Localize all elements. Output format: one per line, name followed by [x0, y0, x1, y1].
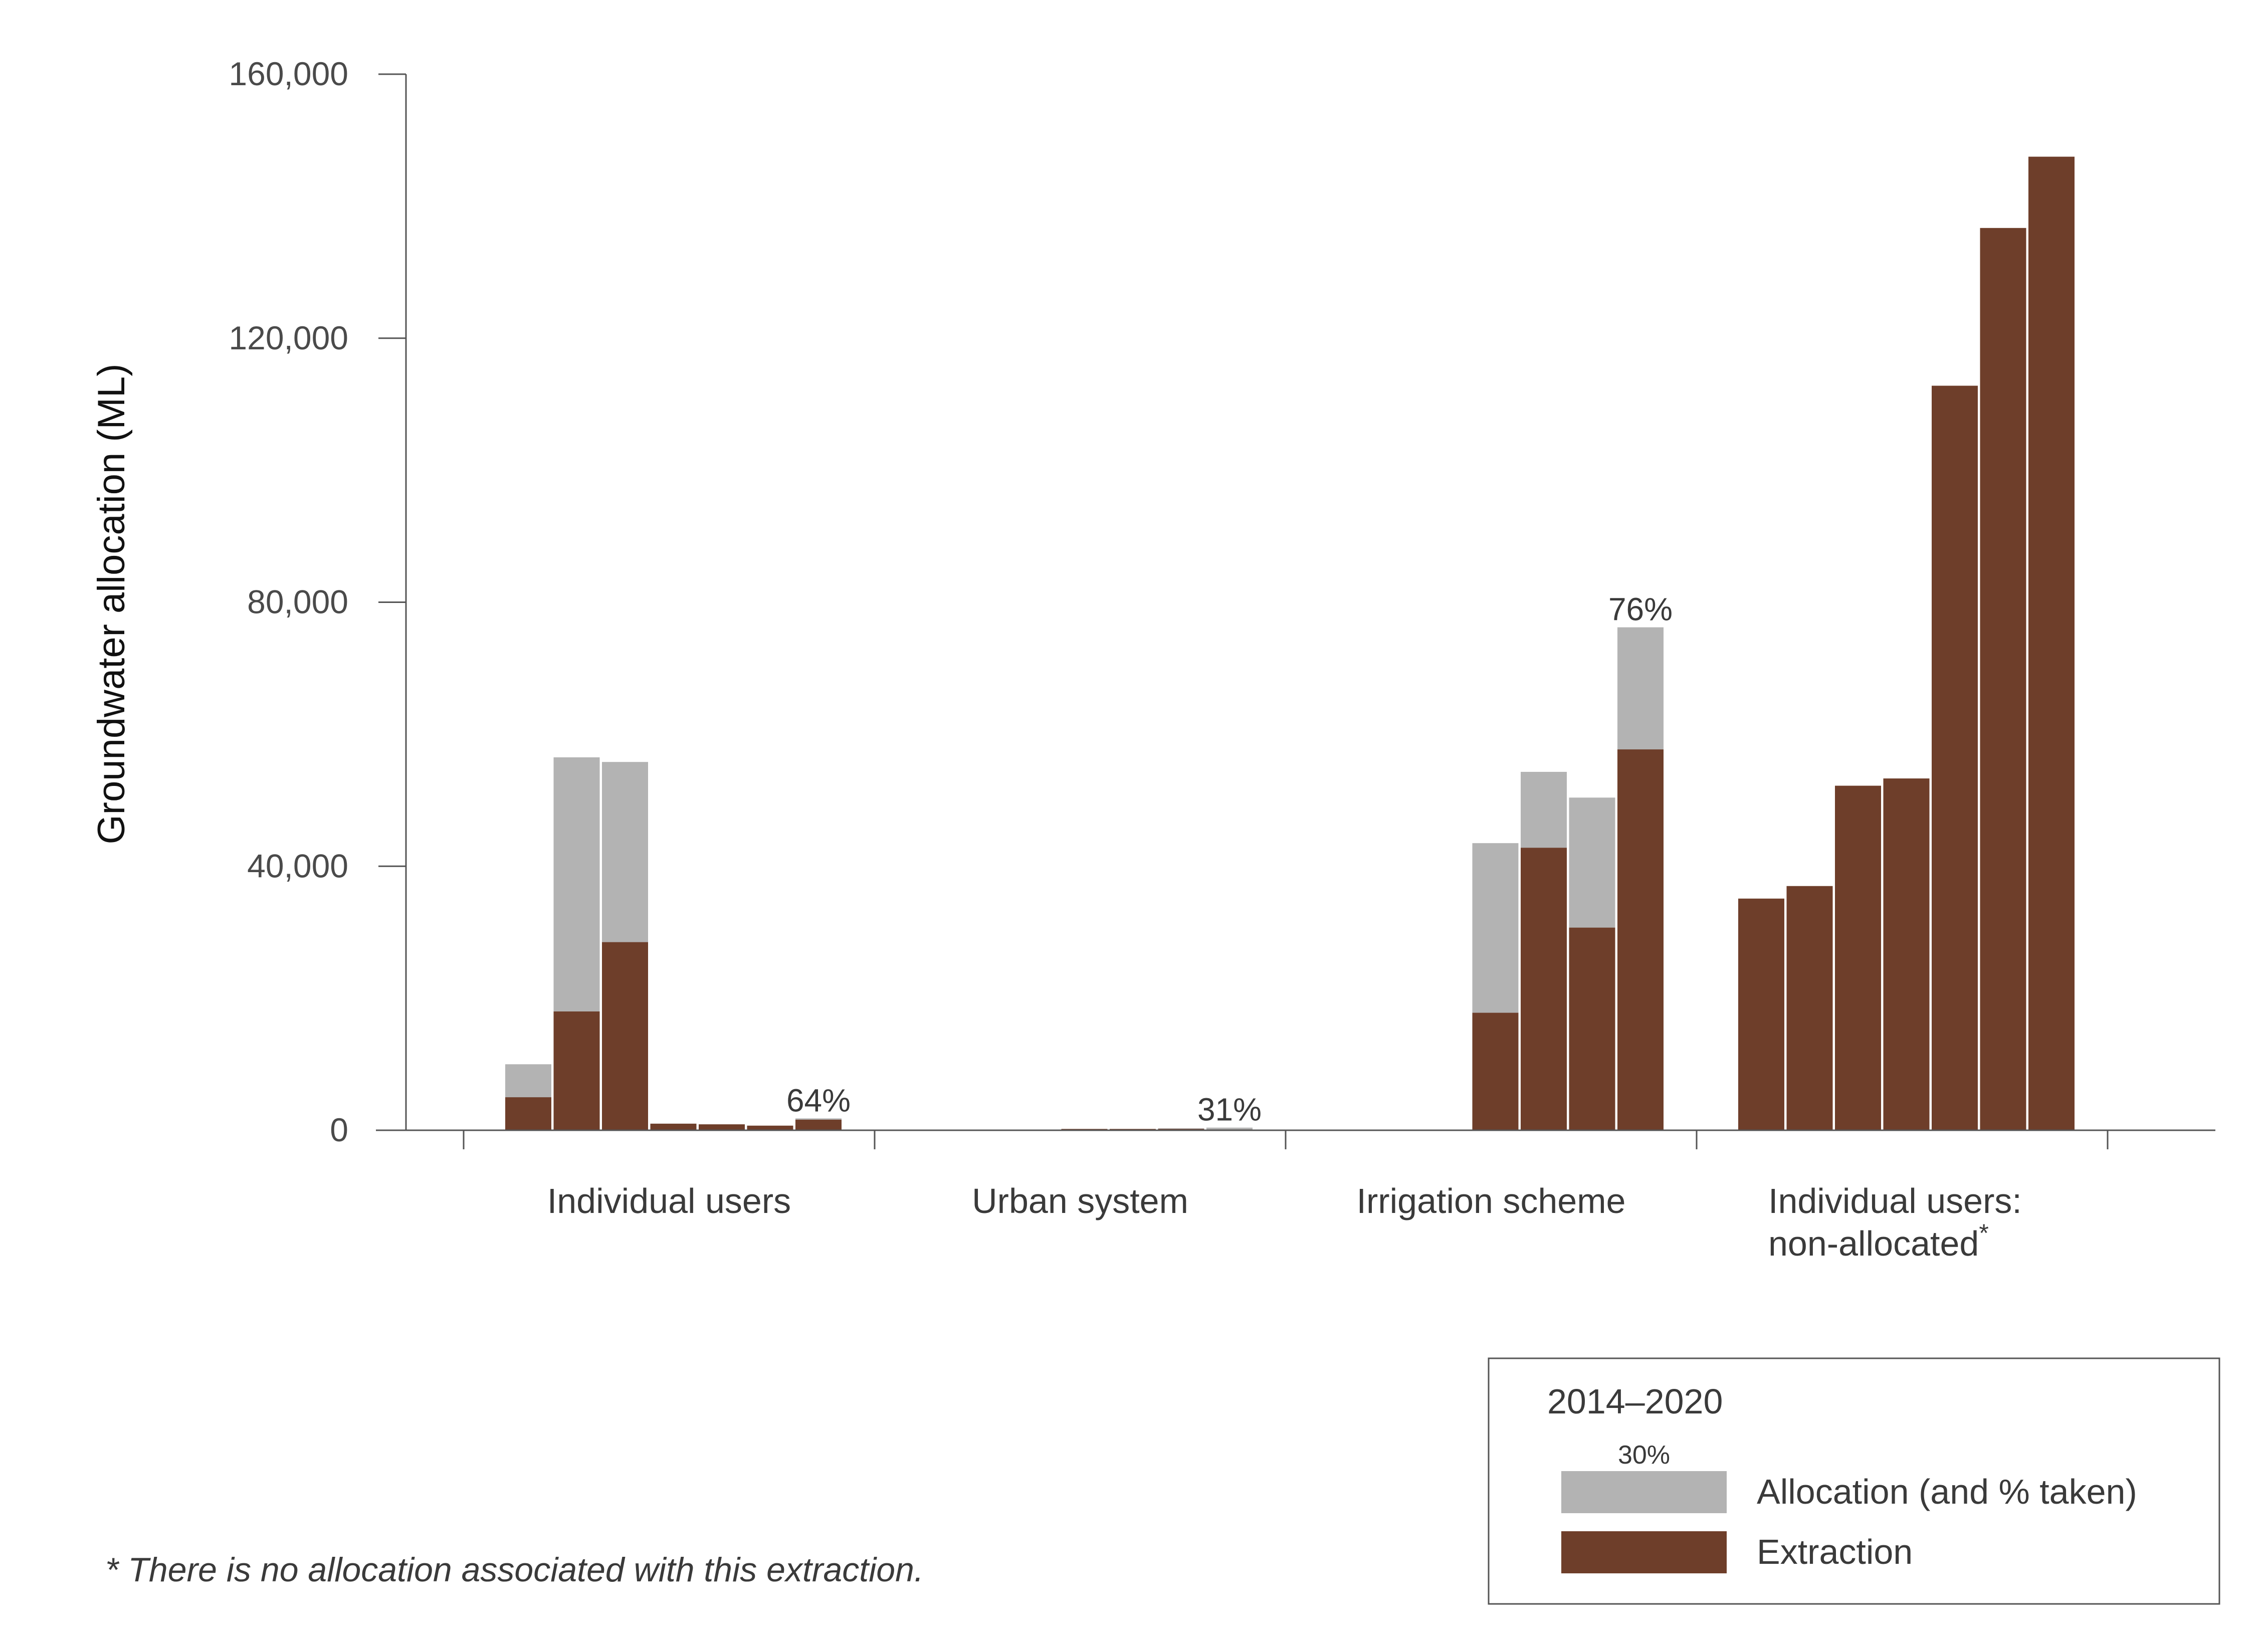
footnote: * There is no allocation associated with… [105, 1551, 924, 1589]
y-tick-label: 40,000 [247, 847, 348, 884]
y-axis-label: Groundwater allocation (ML) [90, 364, 133, 845]
category-label-line2: non-allocated* [1768, 1219, 1989, 1263]
extraction-bar [1472, 1012, 1519, 1130]
extraction-bar [1980, 228, 2026, 1130]
legend-sample-pct: 30% [1618, 1441, 1670, 1470]
y-tick-label: 80,000 [247, 583, 348, 621]
extraction-bar [1617, 749, 1664, 1130]
legend-swatch-allocation [1561, 1471, 1727, 1513]
y-tick-label: 0 [330, 1111, 348, 1148]
extraction-bar [699, 1124, 745, 1130]
extraction-bar [795, 1119, 842, 1130]
extraction-bar [1932, 385, 1978, 1131]
category-label: Individual users: [1768, 1181, 2022, 1220]
extraction-bar [553, 1011, 600, 1130]
extraction-bar [1883, 778, 1930, 1130]
percent-taken-label: 31% [1197, 1092, 1262, 1128]
extraction-bar [747, 1125, 793, 1130]
legend: 2014–2020 30% Allocation (and % taken) E… [1488, 1357, 2220, 1605]
extraction-bar [1835, 785, 1881, 1130]
category-label: Individual users [547, 1181, 791, 1220]
extraction-bar [2028, 156, 2075, 1130]
legend-label-extraction: Extraction [1757, 1532, 1913, 1571]
legend-label-allocation: Allocation (and % taken) [1757, 1472, 2137, 1511]
allocation-bar [1206, 1127, 1253, 1130]
y-tick-label: 120,000 [229, 319, 348, 356]
extraction-bar [1521, 848, 1567, 1130]
category-label: Urban system [972, 1181, 1188, 1220]
bars-layer [505, 156, 2075, 1131]
y-tick-label: 160,000 [229, 55, 348, 92]
labels-layer: 64% 31% 76% Individual users Urban system Irr… [90, 364, 2022, 1263]
extraction-bar [505, 1097, 551, 1130]
category-label: Irrigation scheme [1357, 1181, 1626, 1220]
legend-title: 2014–2020 [1547, 1382, 1723, 1421]
extraction-bar [650, 1123, 697, 1130]
percent-taken-label: 76% [1608, 591, 1673, 628]
legend-swatch-extraction [1561, 1531, 1727, 1573]
extraction-bar [602, 942, 648, 1130]
extraction-bar [1786, 886, 1833, 1130]
percent-taken-label: 64% [786, 1082, 851, 1118]
extraction-bar [1738, 898, 1784, 1130]
extraction-bar [1569, 927, 1615, 1130]
axes-layer: 0 40,000 80,000 120,000 160,000 [229, 55, 2215, 1149]
